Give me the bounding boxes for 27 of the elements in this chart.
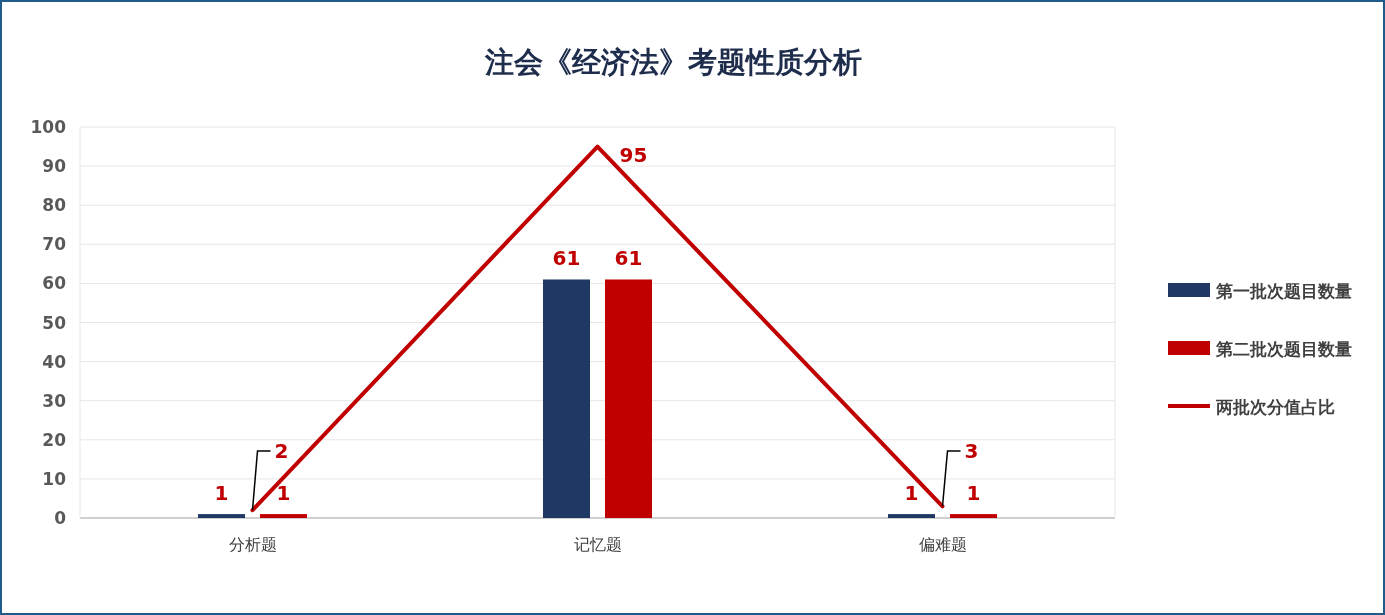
x-tick-label: 记忆题 [573,535,622,554]
legend-label: 第一批次题目数量 [1215,281,1352,301]
y-tick-label: 0 [54,508,67,528]
legend-label: 第二批次题目数量 [1215,339,1352,359]
data-label: 1 [276,481,291,506]
data-label: 3 [964,439,979,463]
y-tick-label: 20 [42,429,67,450]
chart-title: 注会《经济法》考题性质分析 [483,45,862,79]
y-tick-label: 100 [30,117,67,137]
x-tick-label: 分析题 [228,535,277,554]
y-tick-label: 40 [42,351,67,372]
data-label: 1 [214,481,229,506]
y-tick-label: 10 [42,468,67,489]
y-tick-label: 50 [42,312,67,333]
y-tick-label: 30 [42,390,67,411]
data-label: 61 [552,246,581,271]
data-label: 61 [614,246,643,271]
x-tick-label: 偏难题 [918,535,967,554]
y-tick-label: 90 [42,156,67,177]
legend-label: 两批次分值占比 [1215,397,1335,417]
data-label: 2 [274,439,289,463]
y-tick-label: 70 [42,234,67,255]
data-label: 95 [619,142,648,167]
y-tick-label: 60 [42,273,67,294]
data-label: 1 [904,481,919,506]
data-label: 1 [966,481,981,506]
y-tick-label: 80 [42,195,67,216]
